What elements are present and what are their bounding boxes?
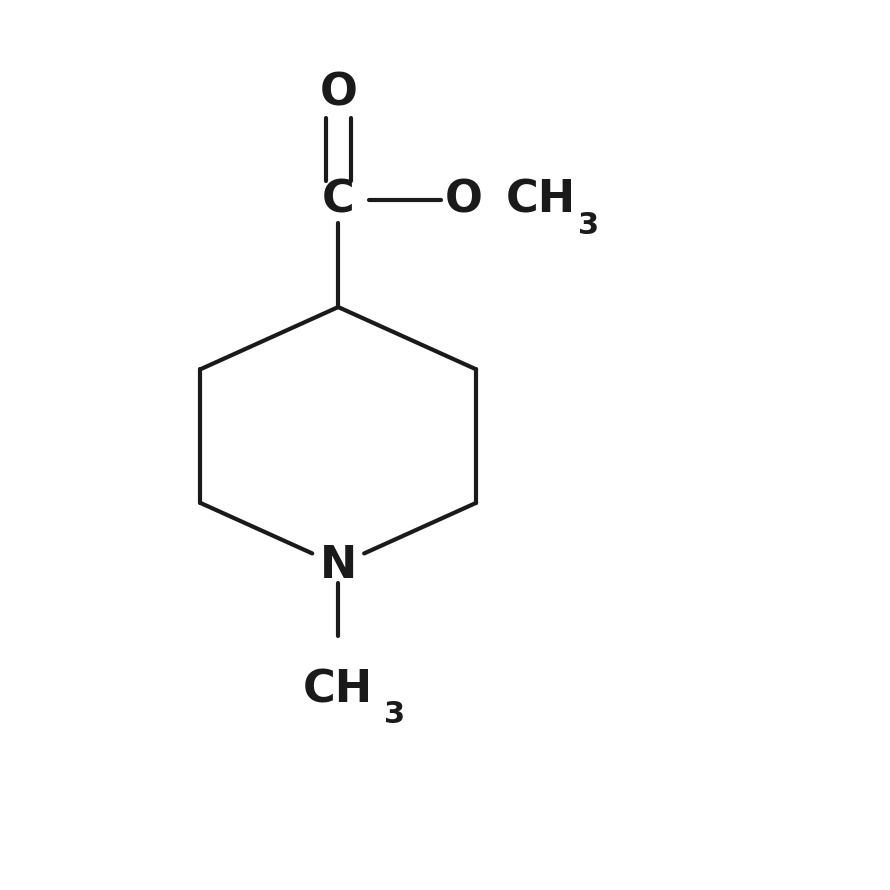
Text: O: O xyxy=(445,179,483,222)
Text: CH: CH xyxy=(506,179,576,222)
Text: N: N xyxy=(320,544,357,587)
Text: 3: 3 xyxy=(384,700,406,729)
Text: 3: 3 xyxy=(578,211,600,239)
Text: O: O xyxy=(320,72,357,115)
Text: CH: CH xyxy=(303,668,373,711)
Text: C: C xyxy=(322,179,354,222)
